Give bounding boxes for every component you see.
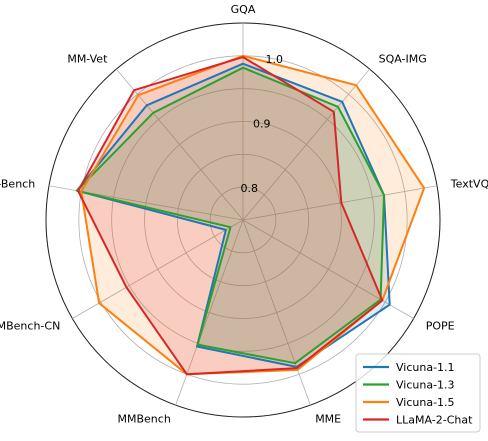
spoke-mme — [242, 219, 311, 406]
axis-label-sqa-img: SQA-IMG — [379, 52, 427, 65]
spoke-mm-vet — [116, 68, 244, 221]
spoke-sqa-img — [242, 68, 370, 221]
spoke-mmbench-cn — [72, 219, 244, 319]
legend-box — [355, 353, 481, 433]
legend-label-vicuna-1-1: Vicuna-1.1 — [396, 361, 455, 374]
axis-label-textvqa: TextVQA — [450, 177, 488, 190]
axis-label-mm-vet: MM-Vet — [67, 52, 108, 65]
radial-tick-labels: 0.8 0.9 1.0 — [241, 53, 283, 195]
series-fill-llama-2-chat — [78, 57, 383, 375]
radial-tick-0.8: 0.8 — [241, 182, 259, 195]
axis-label-mme: MME — [315, 412, 341, 425]
legend: Vicuna-1.1 Vicuna-1.3 Vicuna-1.5 LLaMA-2-Ch… — [355, 353, 481, 433]
legend-label-vicuna-1-5: Vicuna-1.5 — [396, 396, 455, 409]
legend-label-vicuna-1-3: Vicuna-1.3 — [396, 379, 455, 392]
spoke-pope — [242, 219, 414, 319]
axis-label-mmbench: MMBench — [118, 412, 171, 425]
series-fill-vicuna-1-5 — [81, 55, 425, 375]
axis-label-seed-bench: SEED-Bench — [0, 177, 35, 190]
series-fill-vicuna-1-3 — [76, 67, 385, 364]
series-line-vicuna-1-3 — [75, 66, 385, 365]
legend-label-llama-2-chat: LLaMA-2-Chat — [396, 414, 473, 427]
axis-label-mmbench-cn: MMBench-CN — [0, 320, 60, 333]
series-line-vicuna-1-1 — [75, 62, 391, 368]
series-fill-vicuna-1-1 — [76, 63, 390, 367]
spoke-textvqa — [242, 185, 438, 221]
series-fills — [76, 55, 425, 375]
axis-label-pope: POPE — [426, 320, 455, 333]
series-line-llama-2-chat — [77, 56, 384, 376]
radial-tick-1.0: 1.0 — [266, 53, 284, 66]
series-lines — [75, 54, 426, 376]
axis-labels: GQA SQA-IMG TextVQA POPE MME MMBench MMBench-C… — [0, 3, 488, 425]
radial-tick-0.9: 0.9 — [253, 117, 271, 130]
axis-label-gqa: GQA — [231, 3, 256, 16]
